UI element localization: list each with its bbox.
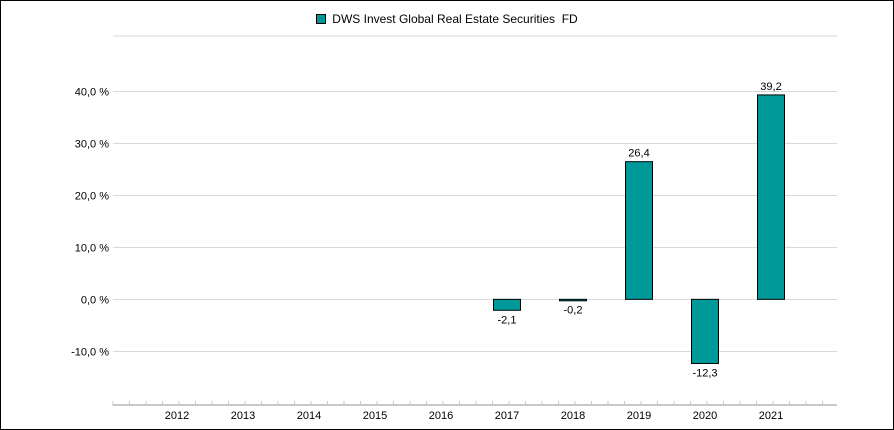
data-label: -0,2 — [564, 304, 583, 316]
x-tick-label: 2021 — [759, 410, 783, 422]
data-label: 39,2 — [760, 81, 781, 93]
x-tick-label: 2013 — [231, 410, 255, 422]
data-label: -2,1 — [498, 314, 517, 326]
y-tick-label: 10,0 % — [75, 243, 109, 255]
y-tick-label: 0,0 % — [81, 295, 109, 307]
bar — [758, 95, 785, 299]
y-tick-label: 40,0 % — [75, 87, 109, 99]
y-tick-label: -10,0 % — [71, 347, 109, 359]
x-tick-label: 2020 — [693, 410, 717, 422]
bar — [494, 299, 521, 310]
bar — [626, 162, 653, 300]
x-tick-label: 2014 — [297, 410, 321, 422]
x-tick-label: 2016 — [429, 410, 453, 422]
y-tick-label: 30,0 % — [75, 139, 109, 151]
x-tick-label: 2015 — [363, 410, 387, 422]
x-tick-label: 2017 — [495, 410, 519, 422]
x-tick-label: 2019 — [627, 410, 651, 422]
data-label: -12,3 — [692, 367, 717, 379]
bar — [560, 299, 587, 301]
bar — [692, 299, 719, 363]
data-label: 26,4 — [628, 148, 649, 160]
x-tick-label: 2012 — [165, 410, 189, 422]
x-tick-label: 2018 — [561, 410, 585, 422]
y-tick-label: 20,0 % — [75, 191, 109, 203]
